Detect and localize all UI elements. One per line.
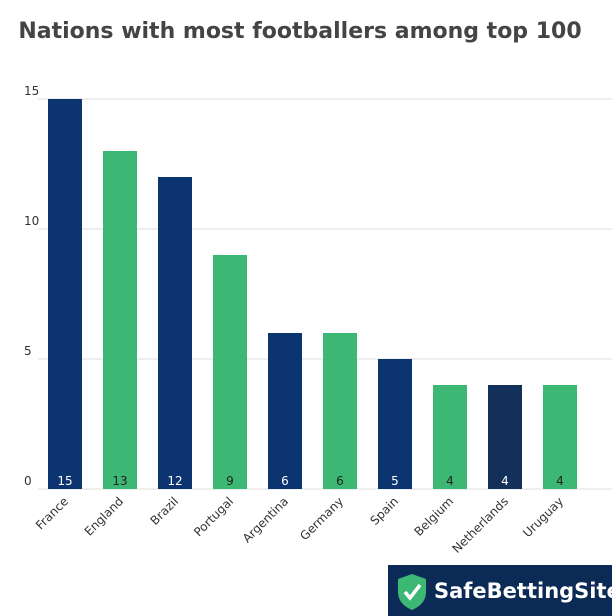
x-tick-label: Belgium bbox=[411, 494, 456, 539]
data-label: 12 bbox=[167, 474, 182, 488]
data-label: 13 bbox=[112, 474, 127, 488]
chart-title: Nations with most footballers among top … bbox=[18, 19, 581, 44]
x-tick-label: England bbox=[82, 494, 126, 538]
bar bbox=[268, 333, 302, 489]
data-label: 4 bbox=[501, 474, 509, 488]
x-tick-label: Uruguay bbox=[520, 494, 566, 540]
y-tick-label: 0 bbox=[24, 474, 32, 488]
logo-check bbox=[403, 583, 422, 601]
bar bbox=[158, 177, 192, 489]
bar bbox=[488, 385, 522, 489]
x-tick-label: Portugal bbox=[191, 494, 236, 539]
bar bbox=[323, 333, 357, 489]
y-tick-label: 15 bbox=[24, 84, 39, 98]
logo-text: SafeBettingSites bbox=[434, 579, 612, 603]
data-label: 9 bbox=[226, 474, 234, 488]
x-tick-label: France bbox=[33, 494, 71, 532]
logo-shield bbox=[398, 574, 426, 610]
data-label: 5 bbox=[391, 474, 399, 488]
data-label: 4 bbox=[556, 474, 564, 488]
bar bbox=[48, 99, 82, 489]
x-tick-label: Netherlands bbox=[449, 494, 511, 556]
x-tick-label: Brazil bbox=[148, 494, 182, 528]
x-tick-label: Germany bbox=[297, 494, 346, 543]
bar bbox=[543, 385, 577, 489]
data-label: 6 bbox=[336, 474, 344, 488]
bar bbox=[103, 151, 137, 489]
data-label: 4 bbox=[446, 474, 454, 488]
y-tick-label: 10 bbox=[24, 214, 39, 228]
y-tick-label: 5 bbox=[24, 344, 32, 358]
x-tick-label: Argentina bbox=[240, 494, 291, 545]
x-tick-label: Spain bbox=[368, 494, 402, 528]
bar bbox=[433, 385, 467, 489]
logo-box: SafeBettingSites bbox=[388, 565, 612, 616]
data-label: 15 bbox=[57, 474, 72, 488]
bar bbox=[378, 359, 412, 489]
bar bbox=[213, 255, 247, 489]
data-label: 6 bbox=[281, 474, 289, 488]
